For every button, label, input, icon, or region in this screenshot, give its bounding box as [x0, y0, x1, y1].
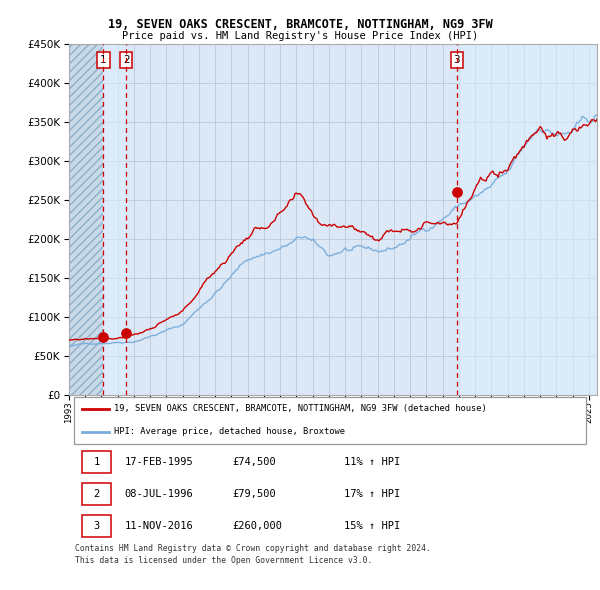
FancyBboxPatch shape	[82, 451, 111, 473]
Text: 3: 3	[454, 55, 460, 65]
Text: 1: 1	[94, 457, 100, 467]
Point	[452, 188, 461, 197]
Text: 11% ↑ HPI: 11% ↑ HPI	[344, 457, 400, 467]
Bar	[457, 44, 597, 395]
Text: Price paid vs. HM Land Registry's House Price Index (HPI): Price paid vs. HM Land Registry's House …	[122, 31, 478, 41]
Point	[98, 332, 108, 342]
Text: 19, SEVEN OAKS CRESCENT, BRAMCOTE, NOTTINGHAM, NG9 3FW (detached house): 19, SEVEN OAKS CRESCENT, BRAMCOTE, NOTTI…	[114, 404, 487, 413]
FancyBboxPatch shape	[82, 515, 111, 536]
Text: HPI: Average price, detached house, Broxtowe: HPI: Average price, detached house, Brox…	[114, 427, 345, 437]
Text: 1: 1	[100, 55, 107, 65]
Text: £74,500: £74,500	[233, 457, 277, 467]
Text: 2: 2	[94, 489, 100, 499]
Text: 15% ↑ HPI: 15% ↑ HPI	[344, 521, 400, 531]
Text: £79,500: £79,500	[233, 489, 277, 499]
Text: 08-JUL-1996: 08-JUL-1996	[124, 489, 193, 499]
Text: 17% ↑ HPI: 17% ↑ HPI	[344, 489, 400, 499]
FancyBboxPatch shape	[74, 397, 586, 444]
Text: 3: 3	[94, 521, 100, 531]
Text: £260,000: £260,000	[233, 521, 283, 531]
Bar	[69, 44, 103, 395]
Point	[121, 328, 131, 337]
Text: 2: 2	[123, 55, 130, 65]
Text: 19, SEVEN OAKS CRESCENT, BRAMCOTE, NOTTINGHAM, NG9 3FW: 19, SEVEN OAKS CRESCENT, BRAMCOTE, NOTTI…	[107, 18, 493, 31]
Text: Contains HM Land Registry data © Crown copyright and database right 2024.
This d: Contains HM Land Registry data © Crown c…	[76, 545, 431, 565]
FancyBboxPatch shape	[82, 483, 111, 504]
Text: 17-FEB-1995: 17-FEB-1995	[124, 457, 193, 467]
Text: 11-NOV-2016: 11-NOV-2016	[124, 521, 193, 531]
Bar	[103, 44, 126, 395]
